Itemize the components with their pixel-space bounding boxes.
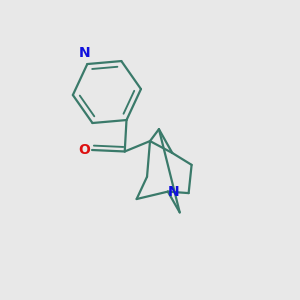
Text: N: N (79, 46, 91, 61)
Text: N: N (167, 184, 179, 199)
Text: O: O (78, 143, 90, 157)
